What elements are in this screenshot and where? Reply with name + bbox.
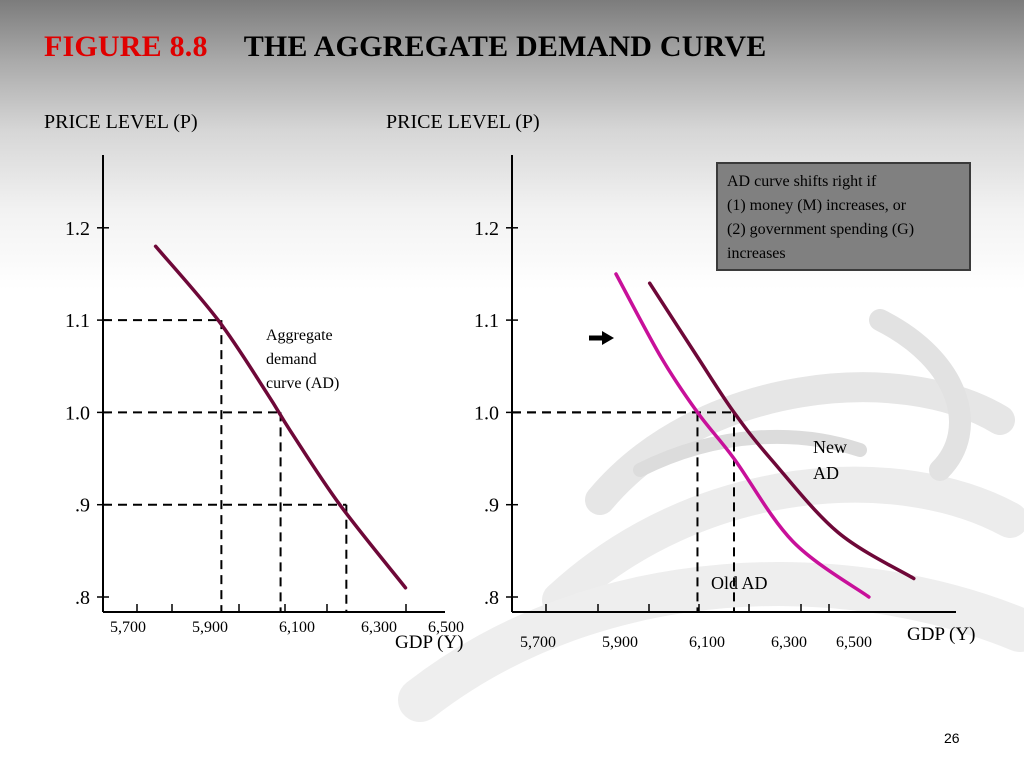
left-ad-curve [153, 244, 408, 590]
right-x-tick-label: 6,300 [771, 634, 807, 651]
left-y-tick-label: .9 [75, 495, 90, 517]
right-new-ad-curve [647, 281, 916, 581]
right-y-axis-label: PRICE LEVEL (P) [386, 111, 540, 133]
info-line: (2) government spending (G) [727, 221, 915, 238]
ad-annotation-line: curve (AD) [266, 375, 339, 392]
shift-arrow-head [602, 331, 614, 345]
left-y-tick-label: .8 [75, 587, 90, 609]
right-x-axis-label: GDP (Y) [907, 624, 975, 645]
left-y-tick-label: 1.2 [65, 218, 90, 240]
left-x-tick-label: 6,300 [361, 619, 397, 636]
left-y-axis-label: PRICE LEVEL (P) [44, 111, 198, 133]
right-x-tick-label: 5,700 [520, 634, 556, 651]
new-ad-label: AD [813, 463, 839, 483]
info-line: AD curve shifts right if [727, 173, 877, 190]
right-y-tick-label: 1.1 [474, 310, 499, 332]
ad-annotation-line: Aggregate [266, 327, 333, 344]
left-x-tick-label: 5,900 [192, 619, 228, 636]
page-number: 26 [944, 730, 960, 746]
left-x-tick-label: 6,100 [279, 619, 315, 636]
figure-label: FIGURE 8.8 [44, 30, 208, 63]
shift-info-box: AD curve shifts right if (1) money (M) i… [716, 162, 971, 271]
left-x-tick-label: 5,700 [110, 619, 146, 636]
right-old-ad-curve [614, 272, 871, 599]
old-ad-label: Old AD [711, 573, 768, 593]
right-x-tick-label: 6,500 [836, 634, 872, 651]
right-y-tick-label: .8 [484, 587, 499, 609]
new-ad-label: New [813, 437, 847, 457]
left-y-tick-label: 1.0 [65, 402, 90, 424]
left-y-tick-label: 1.1 [65, 310, 90, 332]
ad-annotation-line: demand [266, 351, 317, 368]
left-x-axis-label: GDP (Y) [395, 632, 463, 653]
right-y-tick-label: 1.2 [474, 218, 499, 240]
right-x-tick-label: 6,100 [689, 634, 725, 651]
right-y-tick-label: 1.0 [474, 402, 499, 424]
slide-title: FIGURE 8.8 THE AGGREGATE DEMAND CURVE [44, 30, 767, 64]
right-x-tick-label: 5,900 [602, 634, 638, 651]
title-text: THE AGGREGATE DEMAND CURVE [243, 30, 767, 63]
info-line: increases [727, 245, 786, 262]
info-line: (1) money (M) increases, or [727, 197, 907, 214]
right-y-tick-label: .9 [484, 495, 499, 517]
left-x-tick-label: 6,500 [428, 619, 464, 636]
